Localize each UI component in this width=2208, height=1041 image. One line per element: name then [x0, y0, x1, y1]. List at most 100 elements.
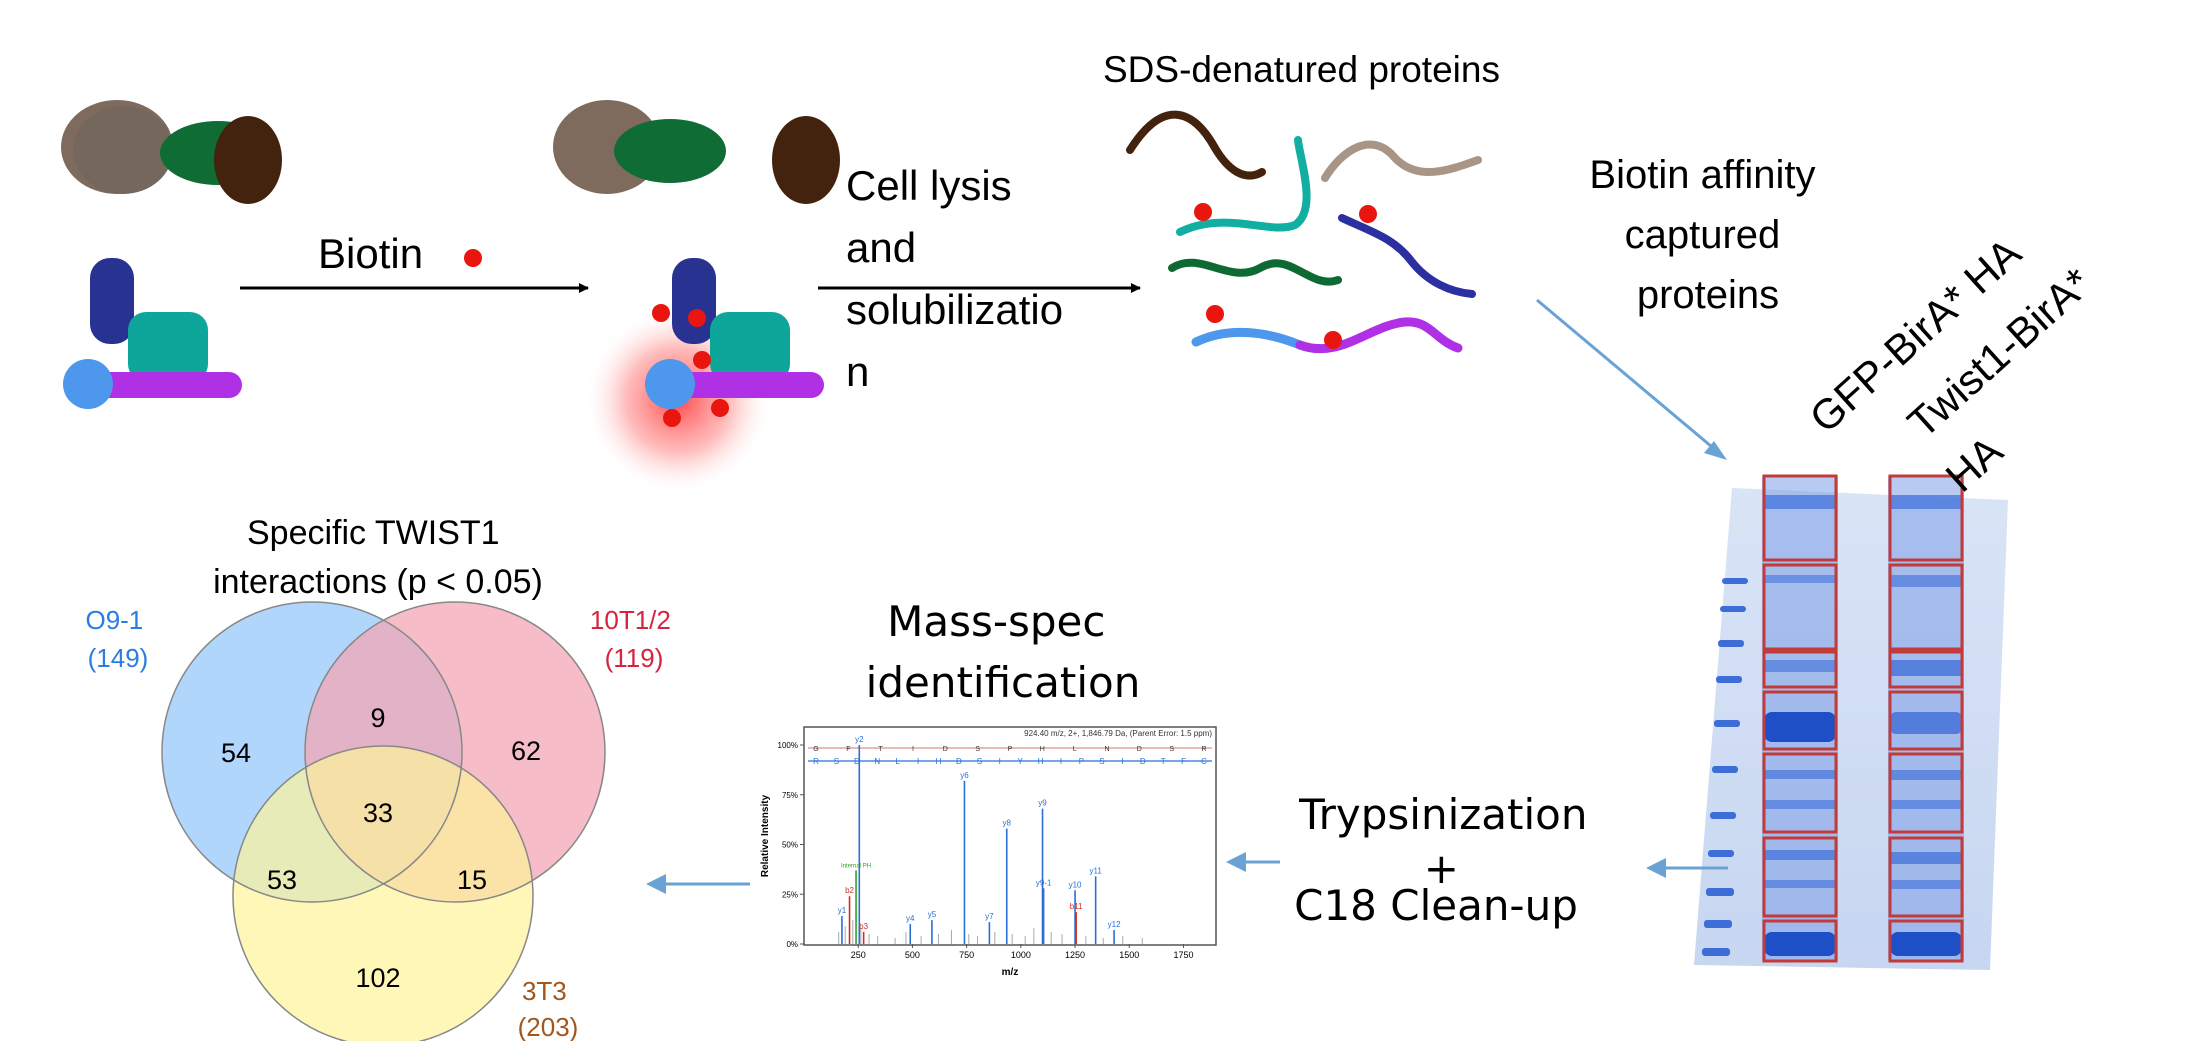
sequence-residue-top: G: [813, 746, 818, 753]
sequence-residue-bottom: H: [936, 757, 942, 766]
spectrum-header: 924.40 m/z, 2+, 1,846.79 Da, (Parent Err…: [1024, 729, 1212, 738]
sequence-residue-top: L: [1073, 746, 1077, 753]
biotin-label: Biotin: [318, 230, 423, 277]
spectrum-y-tick-label: 100%: [778, 741, 798, 750]
spectrum-y-tick-label: 25%: [782, 890, 798, 899]
sequence-residue-bottom: N: [874, 757, 880, 766]
mass-spectrum-plot: 924.40 m/z, 2+, 1,846.79 Da, (Parent Err…: [760, 726, 1217, 978]
spectrum-peak-label: y1: [838, 906, 847, 915]
sequence-residue-top: N: [1104, 746, 1109, 753]
sequence-residue-top: P: [1008, 746, 1013, 753]
venn-region-o9-1-only: 54: [221, 738, 251, 768]
spectrum-x-tick-label: 1250: [1065, 950, 1085, 960]
lysis-label: Cell lysis and solubilizatio n: [846, 162, 1075, 395]
protein-blue-ball: [63, 359, 113, 409]
sequence-residue-top: F: [846, 746, 850, 753]
venn-region-all: 33: [363, 798, 393, 828]
spectrum-x-tick-label: 1500: [1119, 950, 1139, 960]
venn-region-10t1-2-only: 62: [511, 736, 541, 766]
protein-complex-labeled: [553, 100, 840, 495]
affinity-label: Biotin affinity captured proteins: [1589, 153, 1826, 317]
trypsin-label: Trypsinization + C18 Clean-up: [1294, 790, 1601, 930]
biotin-dot: [464, 249, 482, 267]
spectrum-peak-label: y11: [1089, 866, 1102, 875]
sequence-residue-bottom: P: [1079, 757, 1084, 766]
sequence-residue-bottom: S: [1099, 757, 1104, 766]
gel-image: GFP-BirA* HA Twist1-BirA* HA: [1694, 229, 2100, 970]
sequence-residue-bottom: C: [1201, 757, 1207, 766]
sequence-residue-top: S: [975, 746, 980, 753]
sequence-residue-bottom: Y: [1018, 757, 1024, 766]
spectrum-sequence: G F T I D S P H L N D S RR S D N L I H D S I Y H I P S I D T F C: [808, 746, 1212, 766]
denatured-strands: [1126, 110, 1482, 354]
gel-slice-boxes: [1762, 474, 1964, 963]
spectrum-peak-label: b2: [845, 886, 854, 895]
sequence-residue-bottom: I: [1060, 757, 1062, 766]
sequence-residue-bottom: I: [1121, 757, 1123, 766]
spectrum-peak-label: y5: [928, 910, 937, 919]
spectrum-x-ticks: 250 500 750 1000 1250 1500 1750: [851, 944, 1193, 960]
sequence-residue-bottom: D: [1140, 757, 1146, 766]
sequence-residue-top: H: [1040, 746, 1045, 753]
spectrum-peak-label: y7: [985, 912, 994, 921]
spectrum-peak-label: y10: [1069, 880, 1082, 889]
sequence-residue-top: D: [943, 746, 948, 753]
venn-region-10t1-2-3t3: 15: [457, 865, 487, 895]
spectrum-peaks: y2 y1 b2 b3 Internal PH y4 y5 y6 y7 y8 y9 y9-1 y10 b1…: [838, 735, 1121, 944]
sequence-residue-bottom: S: [977, 757, 982, 766]
sequence-residue-bottom: I: [999, 757, 1001, 766]
venn-title: Specific TWIST1 interactions (p < 0.05): [213, 514, 543, 601]
sequence-residue-top: I: [912, 746, 914, 753]
sequence-residue-bottom: S: [834, 757, 839, 766]
sequence-residue-top: T: [879, 746, 884, 753]
denatured-label: SDS-denatured proteins: [1103, 49, 1500, 90]
protein-darkbrown-blob: [214, 116, 282, 204]
spectrum-to-venn-arrow: [646, 874, 750, 894]
venn-set-label-3t3: 3T3 (203): [518, 976, 579, 1041]
spectrum-frame: [803, 726, 1217, 946]
spectrum-peak-label: y4: [906, 914, 915, 923]
venn-diagram: Specific TWIST1 interactions (p < 0.05) …: [85, 514, 678, 1041]
spectrum-x-tick-label: 1000: [1011, 950, 1031, 960]
venn-circle-3t3: [233, 746, 533, 1041]
venn-region-3t3-only: 102: [355, 963, 400, 993]
affinity-arrow: [1536, 298, 1727, 460]
spectrum-y-tick-label: 75%: [782, 791, 798, 800]
sequence-residue-bottom: F: [1181, 757, 1186, 766]
gel-ladder: [1702, 578, 1748, 956]
spectrum-peak-label: b11: [1070, 902, 1083, 911]
sequence-residue-top: D: [1137, 746, 1142, 753]
spectrum-peak-label: y9: [1038, 799, 1047, 808]
massspec-label: Mass-spec identification: [866, 597, 1141, 707]
venn-set-label-o9-1: O9-1 (149): [85, 605, 150, 673]
spectrum-x-tick-label: 500: [905, 950, 920, 960]
spectrum-x-axis-label: m/z: [1002, 967, 1019, 978]
spectrum-x-tick-label: 250: [851, 950, 866, 960]
gel-to-trypsin-arrow: [1646, 858, 1728, 878]
spectrum-peak-label: y12: [1108, 920, 1121, 929]
sequence-residue-bottom: L: [895, 757, 900, 766]
spectrum-peak-label: y2: [855, 735, 864, 744]
sequence-residue-bottom: D: [854, 757, 860, 766]
sequence-residue-top: S: [1169, 746, 1174, 753]
protein-purple-bar: [96, 372, 242, 398]
spectrum-noise-peaks: [838, 920, 1143, 944]
spectrum-peak-label: Internal PH: [841, 863, 871, 869]
spectrum-peak-label: y9-1: [1036, 878, 1052, 887]
sequence-residue-bottom: I: [917, 757, 919, 766]
spectrum-peak-label: b3: [859, 922, 868, 931]
spectrum-y-tick-label: 50%: [782, 841, 798, 850]
sequence-residue-bottom: T: [1161, 757, 1166, 766]
venn-region-o9-1-3t3: 53: [267, 865, 297, 895]
spectrum-peak-label: y8: [1003, 819, 1012, 828]
gel-lane-2: [1888, 476, 1964, 960]
spectrum-y-tick-label: 0%: [786, 940, 798, 949]
venn-region-o9-1-10t1-2: 9: [370, 703, 385, 733]
protein-navy: [90, 258, 134, 344]
venn-set-label-10t1-2: 10T1/2 (119): [590, 605, 678, 673]
spectrum-x-tick-label: 1750: [1173, 950, 1193, 960]
gel-lane-1: [1762, 476, 1838, 960]
sequence-residue-bottom: H: [1038, 757, 1044, 766]
trypsin-to-spectrum-arrow: [1226, 852, 1280, 872]
